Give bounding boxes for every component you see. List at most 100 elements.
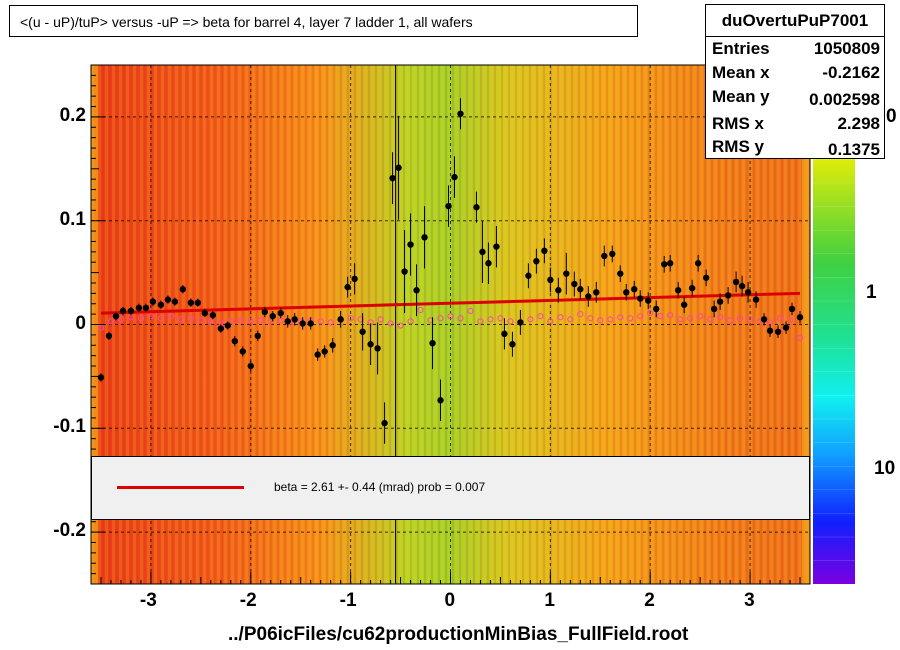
point-marker xyxy=(299,320,306,327)
point-marker xyxy=(637,295,644,302)
point-marker xyxy=(307,320,314,327)
profile-point xyxy=(766,324,774,337)
profile-point xyxy=(457,98,464,130)
point-marker xyxy=(525,272,532,279)
profile-point xyxy=(788,302,796,316)
profile-point xyxy=(367,323,374,365)
fit-line xyxy=(100,291,801,315)
point-marker xyxy=(547,276,554,284)
profile-point xyxy=(732,271,740,293)
point-marker xyxy=(269,312,276,320)
point-marker xyxy=(135,304,143,312)
point-marker xyxy=(577,286,584,293)
point-marker xyxy=(724,292,732,299)
point-marker xyxy=(688,284,696,292)
point-marker xyxy=(732,278,740,286)
profile-point xyxy=(421,206,428,269)
point-marker xyxy=(201,309,209,317)
open-marker xyxy=(467,307,474,315)
point-marker xyxy=(149,298,157,305)
stats-row-entries: Entries 1050809 xyxy=(712,39,880,59)
point-marker xyxy=(142,304,150,312)
open-marker xyxy=(786,317,794,324)
y-tick-label: -0.2 xyxy=(53,520,86,542)
profile-point xyxy=(351,263,358,295)
point-marker xyxy=(674,287,682,294)
point-marker xyxy=(413,287,420,294)
point-marker xyxy=(457,110,464,117)
open-marker xyxy=(537,313,544,320)
profile-point xyxy=(637,290,644,307)
point-marker xyxy=(351,275,358,283)
profile-point xyxy=(485,242,492,285)
point-marker xyxy=(359,328,366,335)
point-marker xyxy=(367,341,374,348)
point-marker xyxy=(119,307,127,315)
point-marker xyxy=(479,248,486,256)
open-marker xyxy=(147,313,155,320)
profile-point xyxy=(451,156,458,198)
profile-point xyxy=(541,238,548,264)
profile-point xyxy=(680,296,688,314)
point-marker xyxy=(194,299,202,306)
profile-point xyxy=(473,191,480,223)
open-marker xyxy=(597,317,604,324)
legend-fit-text: beta = 2.61 +- 0.44 (mrad) prob = 0.007 xyxy=(274,480,486,494)
point-marker xyxy=(437,397,444,404)
profile-point xyxy=(284,315,291,328)
point-marker xyxy=(585,293,592,300)
point-marker xyxy=(774,328,782,335)
chart-title: <(u - uP)/tuP> versus -uP => beta for ba… xyxy=(20,14,473,30)
point-marker xyxy=(702,274,710,281)
stats-row-rms-y: RMS y 0.1375 xyxy=(712,137,880,159)
point-marker xyxy=(314,351,321,358)
x-tick-label: 3 xyxy=(744,590,755,611)
profile-point xyxy=(571,271,578,297)
profile-point xyxy=(194,298,202,307)
point-marker xyxy=(653,305,660,313)
open-marker xyxy=(137,315,145,322)
profile-point xyxy=(752,291,760,308)
profile-point xyxy=(555,277,562,303)
profile-point xyxy=(119,306,127,316)
open-marker xyxy=(317,318,324,325)
x-tick-label: 2 xyxy=(644,590,655,611)
z-axis-label: 1 xyxy=(866,282,877,303)
open-marker xyxy=(707,316,714,323)
point-marker xyxy=(760,316,768,323)
point-marker xyxy=(389,174,396,182)
profile-point xyxy=(782,321,790,334)
profile-point xyxy=(291,313,298,326)
profile-point xyxy=(609,245,616,263)
point-marker xyxy=(429,339,436,347)
open-marker xyxy=(746,316,754,323)
open-marker xyxy=(407,318,414,325)
profile-point xyxy=(239,346,246,357)
open-marker xyxy=(237,317,244,324)
profile-point xyxy=(97,373,105,382)
profile-point xyxy=(407,213,414,276)
point-marker xyxy=(645,297,652,304)
point-marker xyxy=(127,307,135,315)
open-marker xyxy=(727,317,734,324)
profile-point xyxy=(653,300,660,318)
profile-point xyxy=(395,115,402,220)
profile-point xyxy=(437,379,444,422)
profile-point xyxy=(105,331,113,341)
point-marker xyxy=(337,316,344,323)
point-marker xyxy=(254,332,261,340)
open-marker xyxy=(627,315,634,322)
point-marker xyxy=(261,308,268,316)
point-marker xyxy=(485,260,492,267)
profile-point xyxy=(702,269,710,287)
point-marker xyxy=(541,247,548,255)
point-marker xyxy=(395,164,402,171)
profile-point xyxy=(337,311,344,328)
z-axis-label-partial: 0 xyxy=(886,106,897,127)
open-marker xyxy=(327,319,334,326)
profile-point xyxy=(277,307,284,319)
open-marker xyxy=(267,318,274,325)
profile-point xyxy=(525,263,532,289)
point-marker xyxy=(473,204,480,211)
point-marker xyxy=(112,312,120,320)
